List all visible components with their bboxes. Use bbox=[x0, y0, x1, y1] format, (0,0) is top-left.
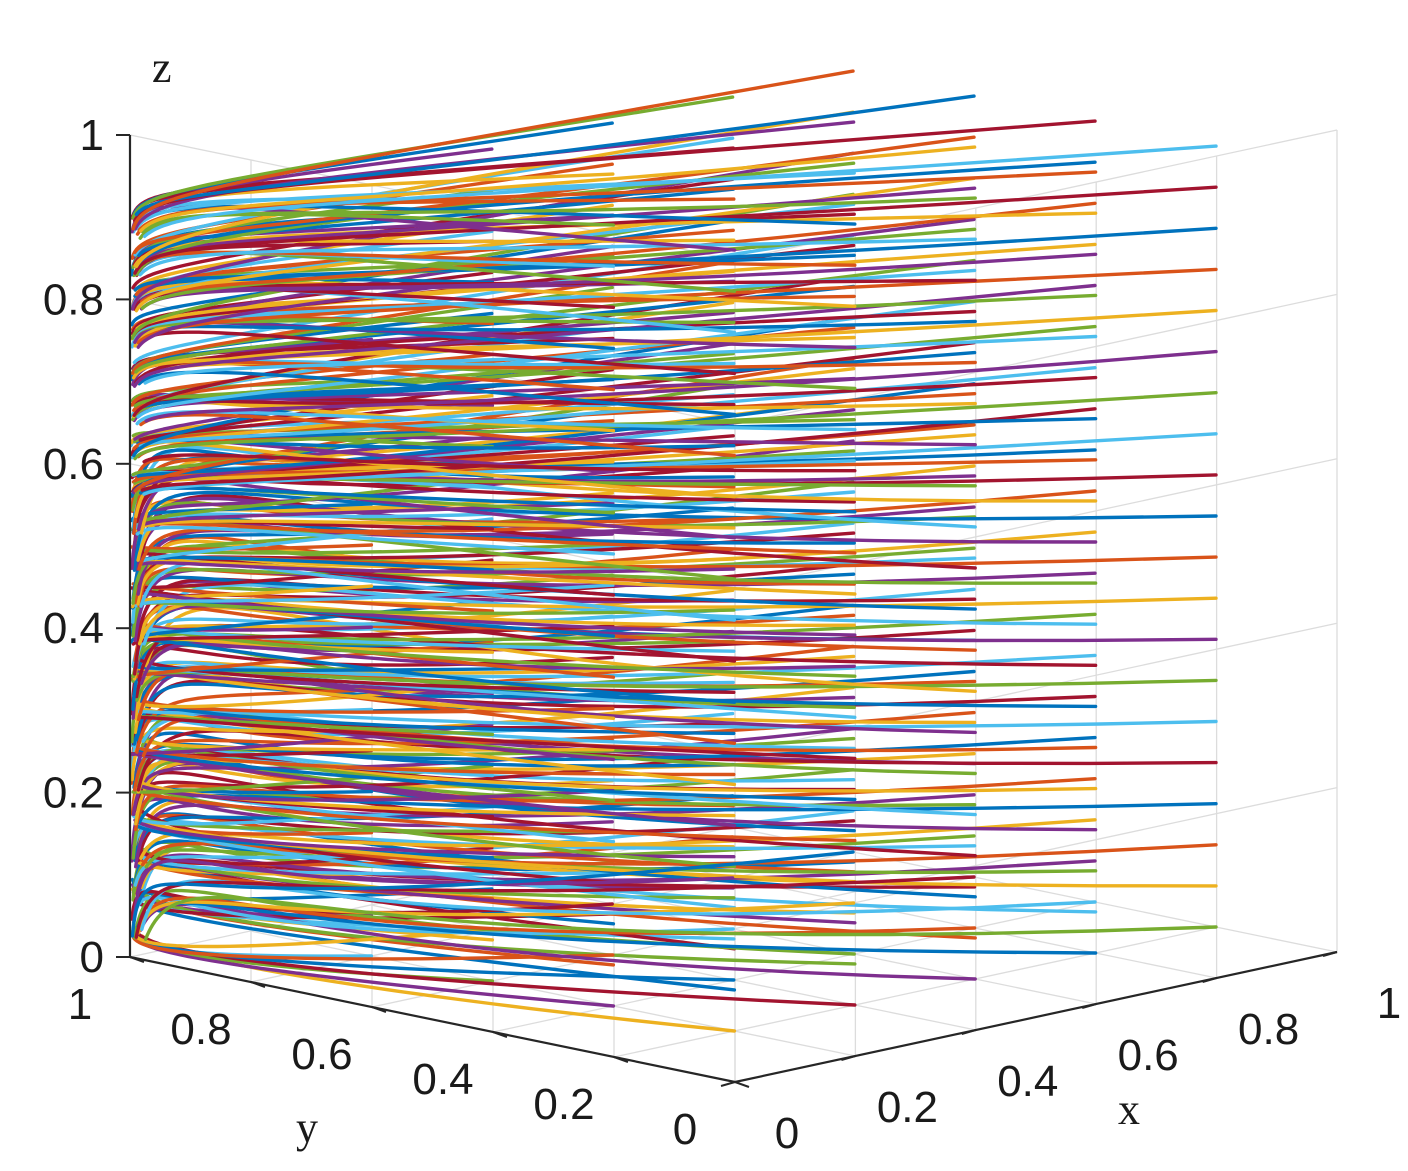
y-tick-label: 1 bbox=[68, 980, 92, 1029]
x-axis-label: x bbox=[1118, 1085, 1140, 1134]
y-axis-line bbox=[129, 955, 736, 1084]
trajectory-curve bbox=[132, 283, 1097, 388]
trajectory-curve bbox=[133, 185, 1218, 275]
y-tick-label: 0.8 bbox=[170, 1005, 231, 1054]
y-tick-label: 0.6 bbox=[291, 1030, 352, 1079]
z-tick-label: 1 bbox=[80, 111, 104, 160]
x-tick-mark bbox=[1081, 1003, 1097, 1009]
axis-layer bbox=[116, 134, 1338, 1088]
y-tick-label: 0 bbox=[673, 1105, 697, 1154]
trajectory-curve bbox=[144, 349, 1218, 423]
trajectory-curve bbox=[137, 793, 1218, 825]
z-tick-label: 0.6 bbox=[43, 440, 104, 489]
trajectory-curve bbox=[134, 94, 976, 217]
trajectory-layer bbox=[129, 69, 1218, 1033]
trajectory-curve bbox=[138, 341, 976, 442]
trajectory-curve bbox=[139, 747, 736, 777]
x-tick-label: 1 bbox=[1377, 979, 1401, 1028]
label-layer: z y x 00.20.40.60.8100.20.40.60.8100.20.… bbox=[43, 43, 1401, 1158]
y-tick-mark bbox=[371, 1006, 387, 1013]
x-tick-label: 0.6 bbox=[1118, 1031, 1179, 1080]
x-tick-label: 0.2 bbox=[877, 1083, 938, 1132]
trajectory-curve bbox=[139, 561, 736, 574]
grid-line bbox=[250, 930, 856, 1057]
grid-line bbox=[613, 926, 1217, 1058]
x-tick-label: 0.4 bbox=[997, 1057, 1058, 1106]
trajectory-curve bbox=[133, 324, 1097, 408]
y-tick-mark bbox=[492, 1031, 508, 1038]
trajectory-curve bbox=[130, 439, 855, 570]
y-tick-mark bbox=[613, 1056, 629, 1063]
z-tick-label: 0.8 bbox=[43, 275, 104, 324]
trajectory-curve bbox=[133, 135, 976, 254]
trajectory-curve bbox=[143, 792, 857, 843]
trajectory-curve bbox=[142, 144, 1218, 239]
trajectory-curve bbox=[132, 858, 735, 925]
trajectory-curve bbox=[136, 753, 737, 828]
trajectory-curve bbox=[135, 525, 616, 556]
trajectory-curve bbox=[139, 896, 977, 936]
grid-line bbox=[370, 904, 976, 1031]
trajectory-curve bbox=[138, 715, 857, 761]
trajectory-curve bbox=[132, 936, 615, 961]
x-tick-mark bbox=[841, 1055, 856, 1061]
trajectory-curve bbox=[130, 850, 855, 938]
trajectory-curve bbox=[131, 69, 855, 231]
x-tick-mark bbox=[961, 1029, 977, 1035]
trajectory-curve bbox=[142, 453, 857, 473]
grid-line bbox=[491, 878, 1097, 1005]
trajectory-curve bbox=[136, 217, 976, 349]
trajectory-curve bbox=[129, 805, 494, 826]
trajectory-curve bbox=[130, 722, 494, 757]
trajectory-curve bbox=[144, 841, 1098, 875]
trajectory-curve bbox=[142, 432, 1218, 496]
y-tick-mark bbox=[734, 1081, 750, 1088]
y-tick-label: 0.2 bbox=[533, 1080, 594, 1129]
trajectory-curve bbox=[134, 875, 976, 939]
trajectory-curve bbox=[133, 710, 976, 792]
z-tick-label: 0.4 bbox=[43, 604, 104, 653]
y-tick-mark bbox=[250, 981, 266, 988]
trajectory-curve bbox=[140, 407, 1097, 492]
y-tick-label: 0.4 bbox=[412, 1055, 473, 1104]
z-tick-label: 0 bbox=[80, 933, 104, 982]
x-tick-mark bbox=[720, 1081, 736, 1087]
grid-line bbox=[492, 901, 1096, 1033]
y-axis-label: y bbox=[296, 1103, 318, 1152]
trajectory-curve bbox=[129, 599, 494, 644]
trajectory-curve bbox=[138, 237, 977, 277]
trajectory-curve bbox=[138, 145, 977, 233]
trajectory-curve bbox=[133, 777, 1097, 832]
trajectory-curve bbox=[143, 334, 1098, 385]
trajectory-curve bbox=[136, 267, 1218, 345]
x-tick-label: 0.8 bbox=[1238, 1005, 1299, 1054]
trajectory-curve bbox=[130, 192, 855, 340]
x-tick-mark bbox=[1322, 951, 1338, 957]
trajectory-curve bbox=[131, 383, 735, 477]
trajectory-curve bbox=[143, 895, 1218, 941]
x-axis-line bbox=[734, 950, 1338, 1084]
y-tick-mark bbox=[129, 956, 145, 963]
x-tick-mark bbox=[1202, 977, 1217, 983]
z-tick-label: 0.2 bbox=[43, 769, 104, 818]
z-axis-label: z bbox=[152, 43, 172, 92]
trajectory-curve bbox=[134, 782, 615, 802]
x-tick-label: 0 bbox=[775, 1109, 799, 1158]
